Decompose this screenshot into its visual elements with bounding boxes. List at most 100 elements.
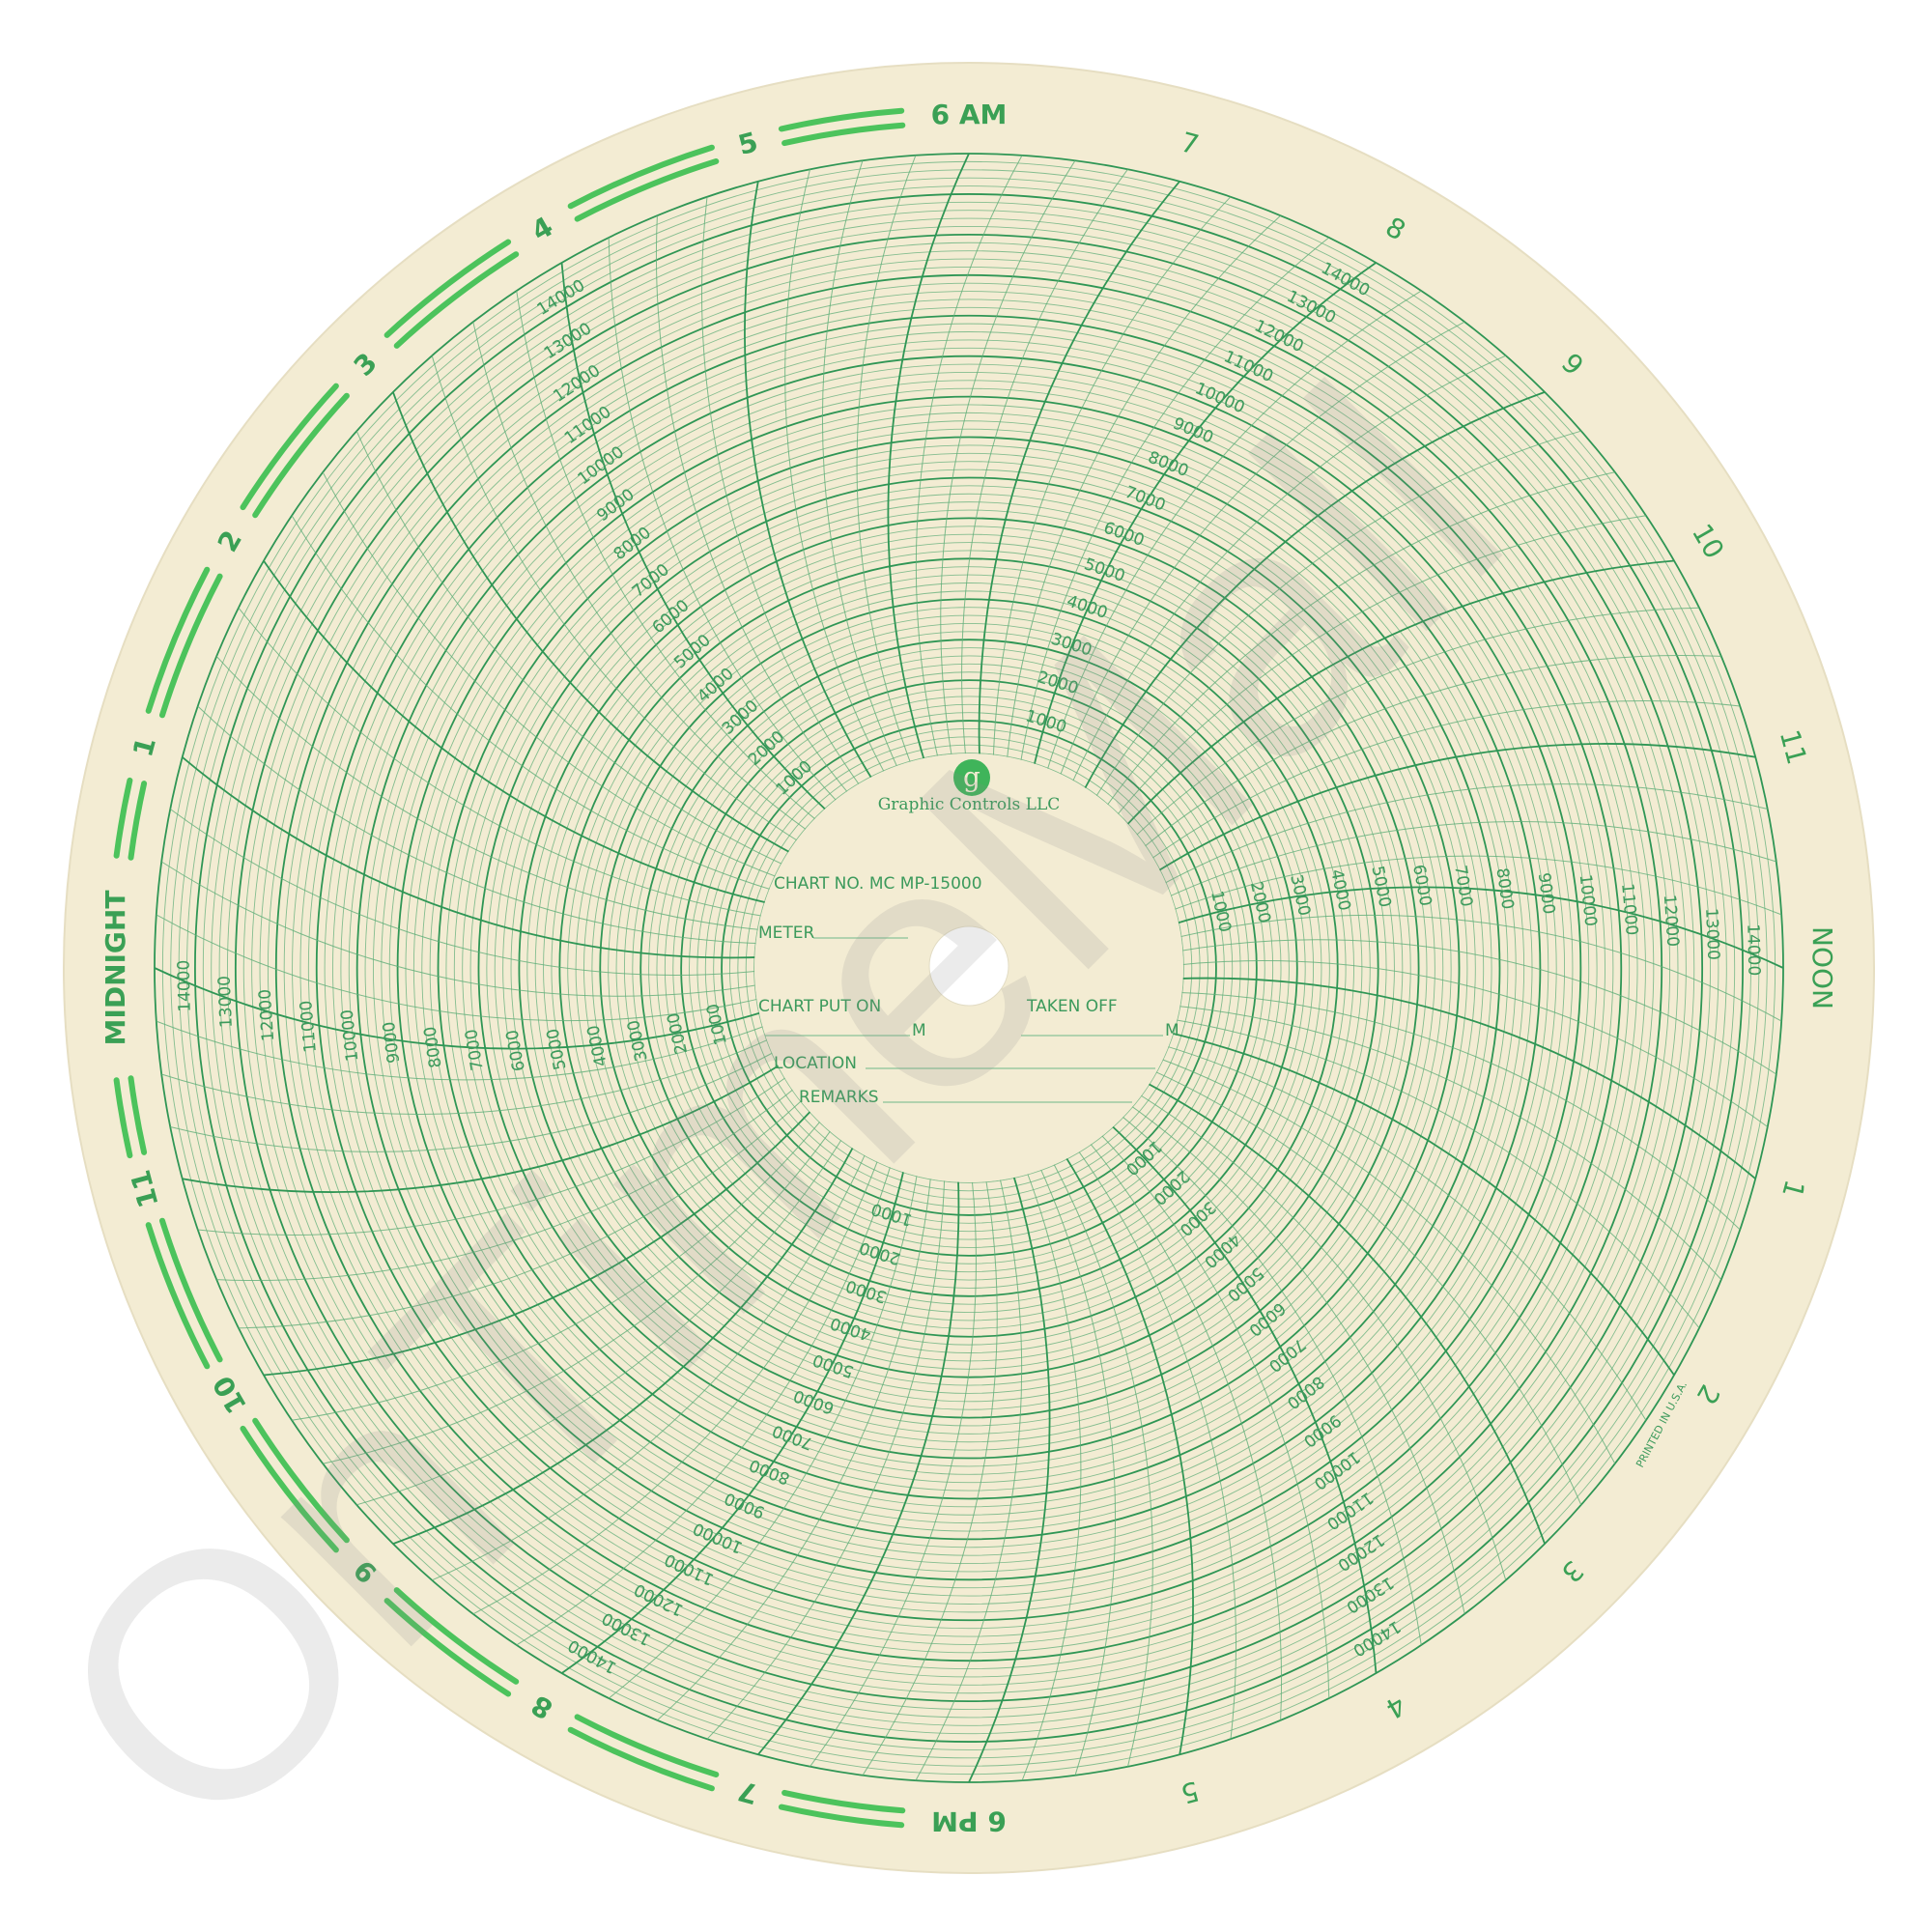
night-band-segment [778,107,905,132]
value-circle-minor [348,347,1590,1589]
hour-time-line [182,1061,785,1193]
quarter-time-line [1160,1043,1647,1421]
quarter-time-line [197,1072,792,1236]
hour-time-line [1171,886,1784,969]
value-circle-major [558,557,1379,1378]
hour-time-line [392,391,796,857]
value-circle-minor [575,574,1363,1362]
value-circle-minor [737,736,1201,1200]
quarter-time-line [291,515,778,893]
quarter-time-line [608,1168,919,1699]
night-band-segment [393,1587,520,1685]
value-circle-minor [543,542,1395,1394]
night-band-segment [567,1726,715,1792]
quarter-time-line [1050,1157,1153,1767]
hour-time-line [757,1174,960,1755]
quarter-time-line [356,1133,846,1506]
hour-time-line [263,1105,816,1377]
quarter-time-line [1172,1005,1722,1280]
night-band-segment [252,1417,350,1544]
hour-time-line [887,153,970,766]
quarter-time-line [915,1172,1023,1781]
hour-time-line [1165,1031,1675,1377]
value-circle-minor [656,655,1282,1281]
value-circle-minor [615,614,1322,1321]
quarter-time-line [1173,914,1782,1022]
chart-grid [154,153,1784,1783]
value-circle-minor [623,622,1315,1314]
quarter-time-line [1149,1068,1582,1506]
quarter-time-line [161,1036,775,1116]
night-band-segment [128,781,148,861]
quarter-time-line [700,196,865,791]
quarter-time-line [1044,290,1422,777]
hour-time-line [182,756,763,959]
hour-time-line [978,181,1180,762]
night-band-segment [252,392,350,519]
night-band-segment [113,777,133,859]
scale-label: 14000 [174,959,194,1012]
night-band-segment [781,122,906,147]
hour-time-line [263,559,773,905]
put-on-m: M [912,1021,926,1040]
quarter-time-line [1167,855,1782,916]
quarter-time-line [170,1049,780,1152]
value-circle-minor [696,696,1241,1240]
value-circle-minor [429,428,1509,1508]
value-circle-minor [494,493,1444,1443]
quarter-time-line [784,169,888,779]
quarter-time-line [156,914,765,1022]
value-circle-major [274,273,1663,1662]
value-circle-minor [672,671,1265,1264]
night-band-segment [159,1217,223,1363]
quarter-time-line [1134,1091,1507,1580]
quarter-time-line [156,1020,771,1081]
night-band-segment [567,144,715,210]
quarter-time-line [431,1148,868,1581]
value-circle-minor [445,444,1492,1492]
night-band-segment [128,1075,148,1155]
value-circle-major [518,517,1420,1419]
value-circle-minor [218,217,1719,1719]
quarter-time-line [1175,960,1769,1127]
night-band-segment [781,1789,906,1814]
night-band-segment [145,1222,211,1370]
night-band-segment [393,251,520,349]
hour-label: 6 PM [931,1805,1007,1837]
quarter-time-line [1102,471,1615,811]
value-circle-minor [170,169,1768,1767]
brand-logo: g Graphic Controls LLC [878,759,1060,814]
value-circle-minor [421,420,1517,1516]
hour-label: MIDNIGHT [99,891,131,1046]
scale-label: 12000 [1660,894,1683,947]
hour-time-line [392,1141,858,1545]
quarter-time-line [1092,430,1581,803]
hour-time-line [1122,559,1675,831]
night-band-segment [159,573,223,719]
chart-put-on-label: CHART PUT ON [758,997,881,1016]
value-circle-minor [753,753,1184,1183]
quarter-time-line [169,809,763,976]
value-circle-minor [664,663,1274,1273]
value-circle-minor [713,712,1225,1224]
value-circle-minor [453,452,1485,1484]
hour-label: 6 AM [931,99,1008,130]
value-circle-minor [307,306,1631,1630]
quarter-time-line [821,160,901,774]
hour-time-line [154,967,767,1050]
quarter-time-line [216,1084,799,1282]
night-band-segment [574,1714,720,1777]
value-circle-minor [381,380,1557,1556]
night-band-segment [384,1598,512,1697]
night-band-segment [778,1804,905,1829]
quarter-time-line [1085,1138,1283,1720]
hour-time-line [744,181,876,784]
quarter-time-line [238,607,769,918]
value-circle-minor [242,242,1695,1694]
value-circle-minor [729,728,1208,1208]
value-circle-minor [462,461,1476,1475]
value-circle-minor [608,607,1330,1329]
quarter-time-line [1125,1101,1465,1614]
quarter-time-line [1116,1111,1422,1645]
night-band-segment [113,1077,133,1159]
